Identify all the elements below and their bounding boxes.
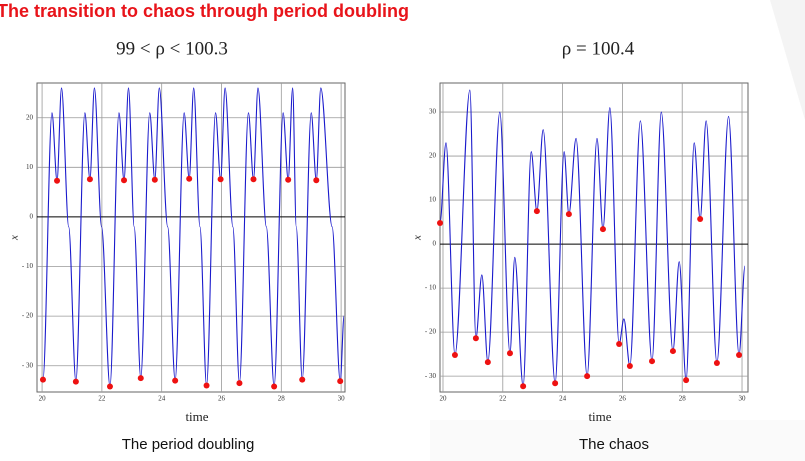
data-point <box>616 341 623 348</box>
caption: The chaos <box>579 436 649 453</box>
plot-frame <box>439 82 749 393</box>
data-point <box>313 177 320 184</box>
decor <box>430 420 805 461</box>
data-point <box>54 177 61 184</box>
y-tick-label: 20 <box>26 113 34 121</box>
x-axis-label: time <box>185 409 208 424</box>
y-tick-label: 30 <box>429 108 437 116</box>
slide-title: The transition to chaos through period d… <box>0 1 409 21</box>
data-point <box>437 219 443 226</box>
data-point <box>137 375 144 382</box>
x-tick-label: 22 <box>499 395 507 403</box>
data-point <box>186 175 193 182</box>
data-point <box>172 377 179 384</box>
y-tick-label: 10 <box>429 196 437 204</box>
data-point <box>121 177 128 184</box>
y-tick-label: - 30 <box>425 372 437 380</box>
y-tick-label: 10 <box>26 163 34 171</box>
data-point <box>86 176 93 183</box>
data-point <box>626 363 633 370</box>
x-tick-label: 28 <box>679 395 687 403</box>
data-point <box>599 226 606 233</box>
data-point <box>484 359 491 366</box>
data-point <box>584 373 591 380</box>
y-tick-label: 0 <box>433 240 437 248</box>
data-point <box>472 335 479 342</box>
x-tick-label: 20 <box>439 395 447 403</box>
x-tick-label: 26 <box>218 395 226 403</box>
data-point <box>506 350 513 357</box>
data-point <box>39 376 46 383</box>
decor <box>770 0 805 120</box>
x-tick-label: 30 <box>739 395 747 403</box>
chart-title: ρ = 100.4 <box>562 38 635 59</box>
x-tick-label: 26 <box>619 395 627 403</box>
data-point <box>451 352 458 359</box>
data-point <box>217 176 224 183</box>
y-tick-label: - 10 <box>425 284 437 292</box>
y-axis-label: x <box>9 235 21 241</box>
data-point <box>552 380 559 387</box>
data-point <box>106 383 113 390</box>
caption: The period doubling <box>122 436 255 453</box>
x-tick-label: 20 <box>39 395 47 403</box>
data-point <box>669 348 676 355</box>
x-tick-label: 24 <box>158 395 166 403</box>
data-point <box>203 382 210 389</box>
data-point <box>236 380 243 387</box>
y-tick-label: - 20 <box>425 328 437 336</box>
data-point <box>683 377 690 384</box>
y-tick-label: 0 <box>30 213 34 221</box>
data-point <box>250 176 257 183</box>
data-point <box>337 378 344 385</box>
data-point <box>649 358 656 365</box>
x-tick-label: 22 <box>98 395 106 403</box>
plot-frame <box>36 82 346 393</box>
y-tick-label: 20 <box>429 152 437 160</box>
x-tick-label: 28 <box>278 395 286 403</box>
x-axis-label: time <box>588 409 611 424</box>
data-line <box>440 89 746 387</box>
data-point <box>533 208 540 215</box>
data-point <box>736 352 743 359</box>
y-tick-label: - 20 <box>22 312 34 320</box>
data-point <box>285 176 292 183</box>
data-point <box>151 176 158 183</box>
data-point <box>565 211 572 218</box>
data-line <box>42 87 345 388</box>
x-tick-label: 30 <box>338 395 346 403</box>
chart-title: 99 < ρ < 100.3 <box>116 38 228 59</box>
data-point <box>697 216 704 223</box>
data-point <box>72 378 79 385</box>
data-point <box>713 359 720 366</box>
data-point <box>299 376 306 383</box>
y-axis-label: x <box>412 235 424 241</box>
y-tick-label: - 10 <box>22 262 34 270</box>
data-point <box>520 383 527 390</box>
x-tick-label: 24 <box>559 395 567 403</box>
y-tick-label: - 30 <box>22 361 34 369</box>
data-point <box>271 383 278 390</box>
